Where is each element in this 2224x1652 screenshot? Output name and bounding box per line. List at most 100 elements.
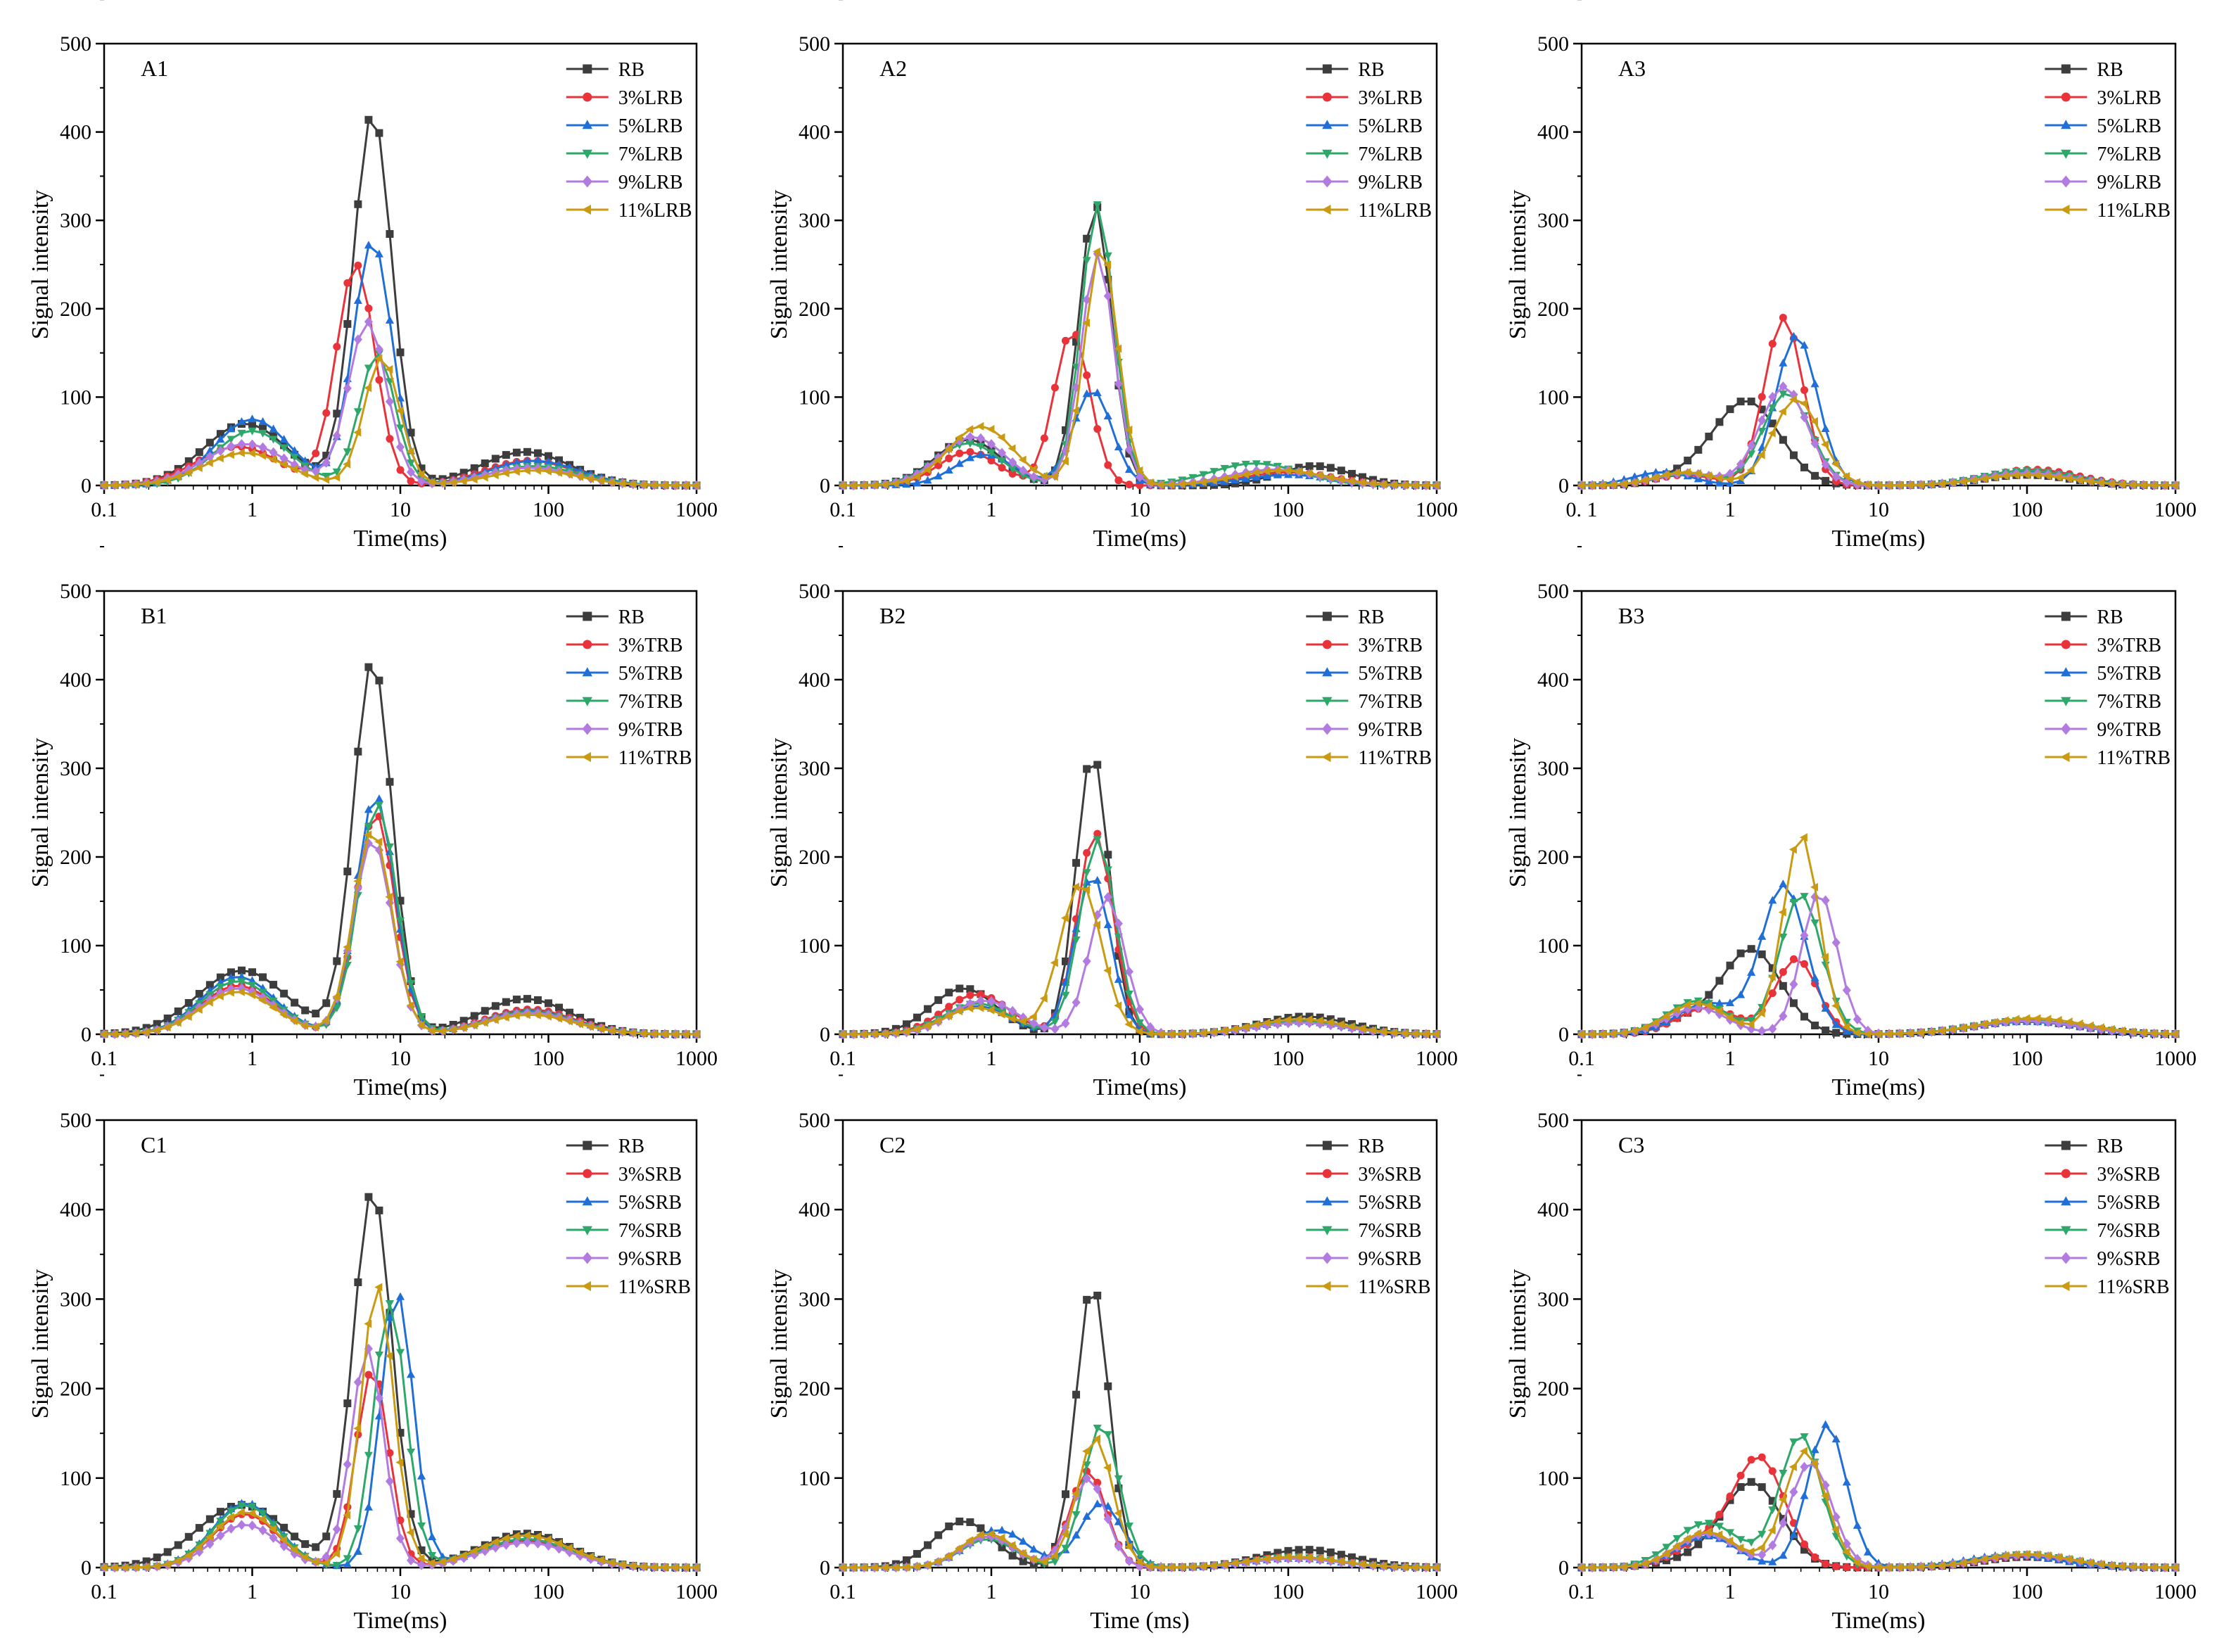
data-point [142, 1557, 151, 1565]
legend: RB 3%TRB 5%TRB 7%TRB 9%TRB 11%TRB [2045, 606, 2171, 769]
data-point [1905, 481, 1914, 490]
data-point [523, 456, 532, 464]
data-point [1060, 1530, 1069, 1539]
x-tick-label: 1000 [1416, 498, 1458, 521]
data-point [1103, 866, 1112, 875]
data-point [1062, 336, 1069, 345]
data-point [1357, 1024, 1366, 1034]
data-point [407, 1510, 415, 1518]
y-tick-label: 200 [60, 298, 91, 321]
data-point [1758, 1530, 1767, 1539]
data-point [1672, 1535, 1682, 1543]
data-point [1231, 479, 1240, 488]
data-point [258, 996, 266, 1005]
data-point [1831, 471, 1841, 482]
data-point [2054, 1553, 2062, 1562]
data-point [1884, 1563, 1893, 1572]
data-point [1114, 1484, 1123, 1492]
data-point [1608, 1563, 1617, 1572]
y-tick-label: 200 [799, 846, 830, 869]
data-point [1704, 1527, 1713, 1537]
data-point [153, 1553, 161, 1562]
y-tick-label: 0 [820, 1023, 830, 1046]
data-point [322, 1532, 331, 1541]
data-point [1768, 404, 1777, 412]
data-point [1758, 405, 1766, 414]
data-point [1359, 1556, 1366, 1564]
data-point [269, 447, 278, 458]
data-point [1768, 989, 1777, 998]
data-point [1072, 1511, 1081, 1519]
y-tick-label: 400 [799, 668, 830, 692]
data-point [385, 1352, 393, 1361]
data-point [205, 1539, 215, 1549]
data-point [849, 1563, 857, 1572]
data-point [1630, 472, 1639, 481]
data-point [1704, 471, 1713, 481]
data-point [1736, 398, 1745, 406]
data-point [597, 476, 605, 485]
chart-panel-c1: 0 100 200 300 400 500 0.1 1 10 100 1000 Time(ms) Sig… [27, 1074, 718, 1634]
data-point [1400, 481, 1409, 490]
data-point [353, 877, 362, 886]
data-point [343, 448, 352, 457]
legend-swatch-marker [583, 64, 592, 74]
data-point [1135, 466, 1143, 475]
y-tick-label: 300 [799, 1288, 830, 1311]
data-point [1145, 1029, 1154, 1038]
series-11pct-srb [99, 1283, 700, 1572]
data-point [512, 448, 521, 457]
data-point [1018, 1549, 1027, 1558]
data-point [965, 1536, 974, 1545]
data-point [1651, 1018, 1659, 1027]
data-point [1810, 973, 1819, 981]
data-point [1874, 1029, 1882, 1038]
data-point [227, 436, 236, 444]
data-point [1124, 966, 1133, 977]
data-point [1651, 1555, 1659, 1564]
data-point [2075, 1556, 2083, 1565]
y-tick-label: 0 [81, 1556, 91, 1580]
data-point [1916, 1028, 1924, 1037]
data-point [343, 1511, 351, 1520]
data-point [1008, 1005, 1017, 1016]
data-point [1937, 1561, 1945, 1570]
data-point [153, 1019, 161, 1028]
data-point [1326, 1018, 1334, 1027]
y-axis-label: Signal intensity [27, 738, 53, 888]
data-point [986, 439, 996, 450]
data-point [1347, 476, 1355, 485]
data-point [1135, 1027, 1143, 1036]
legend-label: 5%TRB [618, 663, 683, 685]
legend-label: 11%LRB [618, 200, 692, 222]
data-point [1810, 882, 1818, 891]
data-point [141, 1028, 150, 1037]
data-point [353, 296, 362, 304]
legend-label: RB [2097, 1136, 2123, 1157]
data-point [565, 1547, 574, 1558]
data-point [205, 1532, 213, 1542]
data-point [205, 994, 215, 1005]
data-point [364, 383, 372, 393]
data-point [174, 1007, 182, 1015]
data-point [312, 1010, 320, 1018]
data-point [1947, 1560, 1956, 1569]
data-point [955, 1544, 963, 1553]
data-point [279, 1535, 288, 1544]
data-point [343, 279, 352, 287]
data-point [1273, 1017, 1281, 1026]
data-point [1608, 1029, 1617, 1038]
legend-swatch-marker [1322, 120, 1333, 129]
data-point [2075, 1019, 2083, 1028]
legend-label: 5%TRB [2097, 663, 2161, 685]
data-point [1008, 465, 1017, 474]
data-point [1029, 1012, 1037, 1022]
y-tick-label: 200 [60, 1378, 91, 1401]
y-tick-label: 100 [60, 934, 91, 958]
data-point [966, 1518, 974, 1526]
data-point [385, 1313, 395, 1321]
data-point [965, 1003, 974, 1013]
data-point [945, 454, 953, 462]
data-point [195, 448, 203, 457]
data-point [502, 998, 510, 1006]
